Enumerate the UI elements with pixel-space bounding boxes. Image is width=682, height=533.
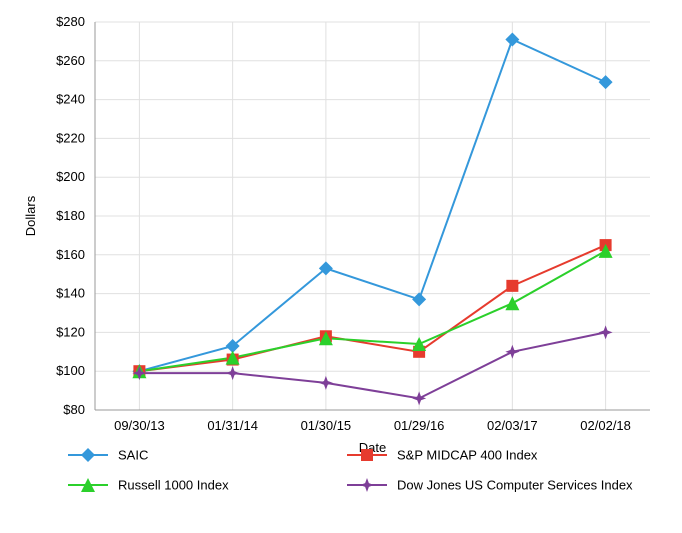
x-tick-label: 02/03/17 <box>487 418 538 433</box>
square-marker <box>361 449 373 461</box>
y-axis-title: Dollars <box>23 195 38 236</box>
y-tick-label: $220 <box>56 130 85 145</box>
y-tick-label: $280 <box>56 14 85 29</box>
chart-svg: $80 $100 $120 $140 $160 $180 $200 $220 $240 $260 $… <box>0 0 682 533</box>
y-tick-label: $140 <box>56 286 85 301</box>
legend-label: Russell 1000 Index <box>118 477 229 492</box>
stock-performance-chart: $80 $100 $120 $140 $160 $180 $200 $220 $240 $260 $… <box>0 0 682 533</box>
legend-label: SAIC <box>118 447 148 462</box>
y-tick-label: $100 <box>56 363 85 378</box>
x-tick-label: 09/30/13 <box>114 418 165 433</box>
x-tick-label: 01/30/15 <box>301 418 352 433</box>
x-tick-label: 02/02/18 <box>580 418 631 433</box>
x-tick-label: 01/31/14 <box>207 418 258 433</box>
y-tick-label: $120 <box>56 324 85 339</box>
y-tick-label: $200 <box>56 169 85 184</box>
y-tick-label: $160 <box>56 247 85 262</box>
legend-label: S&P MIDCAP 400 Index <box>397 447 538 462</box>
legend-label: Dow Jones US Computer Services Index <box>397 477 633 492</box>
x-tick-label: 01/29/16 <box>394 418 445 433</box>
y-tick-label: $240 <box>56 92 85 107</box>
square-marker <box>506 280 518 292</box>
y-tick-label: $80 <box>63 402 85 417</box>
y-tick-label: $180 <box>56 208 85 223</box>
y-tick-label: $260 <box>56 53 85 68</box>
